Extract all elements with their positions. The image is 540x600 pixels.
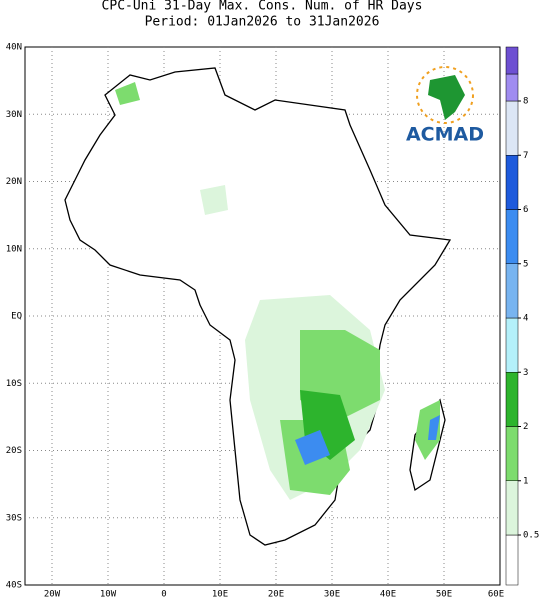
lat-label: 20S bbox=[6, 446, 22, 456]
precip-areas bbox=[115, 82, 440, 500]
legend-label: 2 bbox=[523, 422, 528, 432]
lon-label: 0 bbox=[161, 590, 166, 600]
lon-label: 10W bbox=[100, 590, 117, 600]
legend-label: 1 bbox=[523, 476, 528, 486]
lon-label: 60E bbox=[488, 590, 504, 600]
lat-label: 30S bbox=[6, 513, 22, 523]
legend-swatch bbox=[505, 372, 519, 427]
legend-label: 7 bbox=[523, 151, 528, 161]
lon-label: 30E bbox=[324, 590, 340, 600]
legend-label: 8 bbox=[523, 97, 528, 107]
lon-label: 40E bbox=[380, 590, 396, 600]
lat-label: 40N bbox=[6, 43, 22, 53]
subtitle: Period: 01Jan2026 to 31Jan2026 bbox=[145, 15, 380, 30]
legend-swatch bbox=[505, 209, 519, 264]
legend-swatch bbox=[505, 155, 519, 210]
lat-label: 40S bbox=[6, 581, 22, 591]
lon-label: 20E bbox=[268, 590, 284, 600]
legend-swatch bbox=[505, 263, 519, 319]
legend-swatch bbox=[505, 46, 519, 75]
legend-swatch bbox=[505, 480, 519, 536]
lon-label: 50E bbox=[436, 590, 452, 600]
lat-label: EQ bbox=[11, 312, 22, 322]
legend-label: 6 bbox=[523, 205, 528, 215]
lon-label: 10E bbox=[212, 590, 228, 600]
legend-swatch bbox=[505, 317, 519, 373]
lat-label: 30N bbox=[6, 110, 22, 120]
acmad-logo: ACMAD bbox=[406, 66, 484, 146]
legend-label: 5 bbox=[523, 259, 528, 269]
lon-label: 20W bbox=[44, 590, 61, 600]
legend-label: 3 bbox=[523, 368, 528, 378]
legend-label: 0.5 bbox=[523, 531, 539, 541]
logo-text: ACMAD bbox=[406, 124, 484, 146]
legend-label: 4 bbox=[523, 314, 528, 324]
lat-label: 20N bbox=[6, 177, 22, 187]
lat-label: 10N bbox=[6, 244, 22, 254]
lat-label: 10S bbox=[6, 379, 22, 389]
legend-swatch bbox=[505, 73, 519, 102]
legend-swatch bbox=[505, 100, 519, 156]
title: CPC-Uni 31-Day Max. Cons. Num. of HR Day… bbox=[102, 0, 423, 14]
legend-swatch bbox=[505, 426, 519, 481]
legend-swatch bbox=[505, 534, 519, 586]
